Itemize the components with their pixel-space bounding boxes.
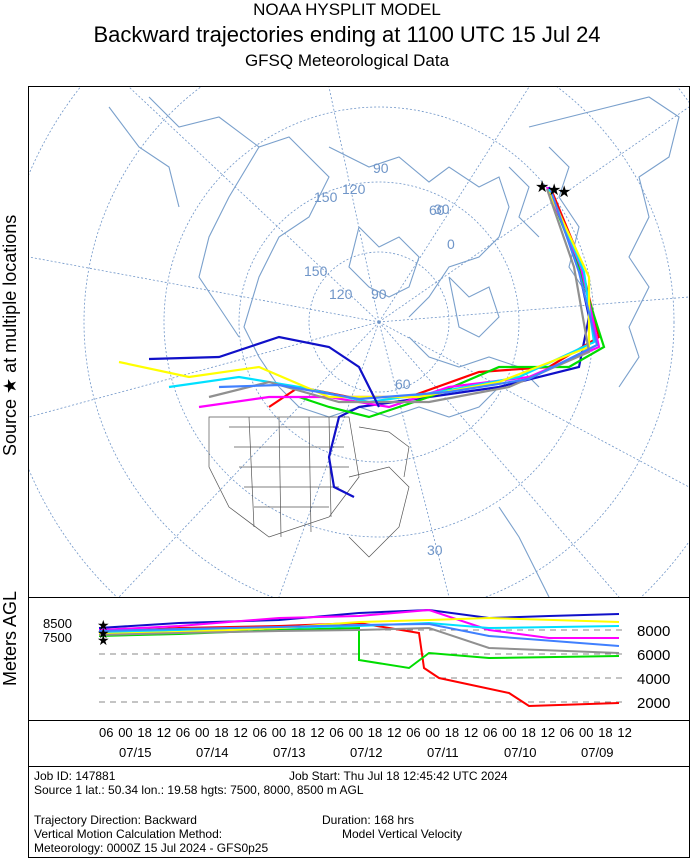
meteorology: Meteorology: 0000Z 15 Jul 2024 - GFS0p25 <box>34 841 269 855</box>
height-tick: 2000 <box>637 695 670 712</box>
hour-label: 00 <box>195 725 209 740</box>
source-star: ★ <box>97 625 110 641</box>
hour-label: 06 <box>329 725 343 740</box>
coastlines <box>108 96 680 597</box>
hour-label: 12 <box>617 725 631 740</box>
source-star: ★ <box>547 182 561 199</box>
trajectory-subtitle: Backward trajectories ending at 1100 UTC… <box>93 22 601 47</box>
date-label: 07/11 <box>427 745 459 760</box>
altitude-trace <box>98 622 620 647</box>
grid-label: 30 <box>434 201 450 217</box>
hour-label: 12 <box>541 725 555 740</box>
left-height-ticks: 8500 7500 <box>43 616 72 645</box>
trajectory-paths <box>118 186 606 498</box>
hour-label: 12 <box>157 725 171 740</box>
hour-label: 06 <box>406 725 420 740</box>
trajectory-map[interactable]: 150 120 90 60 30 0 150 120 90 60 30 ★ ★ … <box>28 86 690 598</box>
altitude-trace <box>98 608 619 639</box>
hour-label: 18 <box>214 725 228 740</box>
grid-label: 60 <box>429 202 445 218</box>
source-side-label: Source ★ at multiple locations <box>0 214 20 456</box>
vertical-method-value: Model Vertical Velocity <box>342 827 463 841</box>
altitude-panel[interactable]: 8500 7500 8000 6000 4000 2000 ★ ★ ★ <box>28 597 690 721</box>
hour-label: 18 <box>445 725 459 740</box>
altitude-axis-label: Meters AGL <box>0 590 20 686</box>
date-labels: 07/15 07/14 07/13 07/12 07/11 07/10 07/09 <box>119 745 614 760</box>
height-tick: 8500 <box>43 616 72 631</box>
hour-label: 06 <box>99 725 113 740</box>
hour-label: 18 <box>291 725 305 740</box>
graticule <box>29 87 689 597</box>
trajectory-line <box>327 186 591 498</box>
height-tick: 6000 <box>637 647 670 664</box>
date-label: 07/09 <box>581 745 614 760</box>
date-label: 07/13 <box>273 745 306 760</box>
state-boundaries <box>208 416 410 558</box>
duration: Duration: 168 hrs <box>322 813 415 827</box>
job-id: Job ID: 147881 <box>34 769 116 783</box>
hour-label: 00 <box>272 725 286 740</box>
date-label: 07/14 <box>196 745 229 760</box>
source-markers: ★ ★ ★ <box>535 179 571 201</box>
hour-label: 18 <box>598 725 612 740</box>
hour-label: 12 <box>387 725 401 740</box>
hour-label: 00 <box>349 725 363 740</box>
grid-label: 90 <box>371 286 387 302</box>
model-title: NOAA HYSPLIT MODEL <box>253 0 441 19</box>
altitude-source-markers: ★ ★ ★ <box>97 617 110 648</box>
date-label: 07/10 <box>504 745 537 760</box>
run-info: Job ID: 147881 Job Start: Thu Jul 18 12:… <box>28 766 690 858</box>
hour-label: 00 <box>579 725 593 740</box>
hour-label: 00 <box>425 725 439 740</box>
hour-label: 06 <box>176 725 190 740</box>
altitude-canvas: 8500 7500 8000 6000 4000 2000 ★ ★ ★ <box>43 608 670 712</box>
altitude-trace <box>98 626 620 654</box>
height-tick: 7500 <box>43 630 72 645</box>
source-star: ★ <box>557 184 571 201</box>
met-data-label: GFSQ Meteorological Data <box>244 51 450 70</box>
graticule-labels: 150 120 90 60 30 0 150 120 90 60 30 <box>304 160 455 558</box>
hour-label: 18 <box>368 725 382 740</box>
source-star: ★ <box>97 617 110 633</box>
grid-label: 60 <box>395 376 411 392</box>
grid-label: 120 <box>329 286 353 302</box>
date-label: 07/15 <box>119 745 152 760</box>
hour-label: 06 <box>253 725 267 740</box>
grid-label: 30 <box>427 542 443 558</box>
grid-label: 120 <box>342 181 366 197</box>
hour-label: 06 <box>560 725 574 740</box>
map-canvas: 150 120 90 60 30 0 150 120 90 60 30 ★ ★ … <box>29 87 689 597</box>
hour-label: 12 <box>233 725 247 740</box>
hour-label: 18 <box>137 725 151 740</box>
height-tick: 4000 <box>637 671 670 688</box>
hour-label: 00 <box>502 725 516 740</box>
trajectory-line <box>148 335 380 408</box>
grid-label: 150 <box>304 263 328 279</box>
trajectory-direction: Trajectory Direction: Backward <box>34 813 197 827</box>
vertical-method: Vertical Motion Calculation Method: <box>34 827 223 841</box>
altitude-trace <box>98 608 620 629</box>
right-height-ticks: 8000 6000 4000 2000 <box>637 623 670 712</box>
time-axis: 06 00 18 12 06 00 18 12 06 00 18 12 06 00 18 12 06 00 18 12… <box>28 720 690 767</box>
source-star: ★ <box>535 179 549 196</box>
hour-label: 00 <box>118 725 132 740</box>
hour-label: 12 <box>464 725 478 740</box>
hour-label: 06 <box>483 725 497 740</box>
height-tick: 8000 <box>637 623 670 640</box>
grid-label: 150 <box>314 189 338 205</box>
trajectory-line <box>118 191 591 399</box>
source-star: ★ <box>97 632 110 648</box>
date-label: 07/12 <box>350 745 383 760</box>
altitude-traces <box>98 608 620 708</box>
grid-label: 0 <box>447 236 455 252</box>
job-start: Job Start: Thu Jul 18 12:45:42 UTC 2024 <box>289 769 508 783</box>
source-coordinates: Source 1 lat.: 50.34 lon.: 19.58 hgts: 7… <box>34 783 364 797</box>
trajectory-line <box>218 190 599 401</box>
grid-label: 90 <box>373 160 389 176</box>
hour-label: 12 <box>310 725 324 740</box>
hour-labels: 06 00 18 12 06 00 18 12 06 00 18 12 06 00 18 12 06 00 18 12… <box>99 725 632 740</box>
hour-label: 18 <box>521 725 535 740</box>
